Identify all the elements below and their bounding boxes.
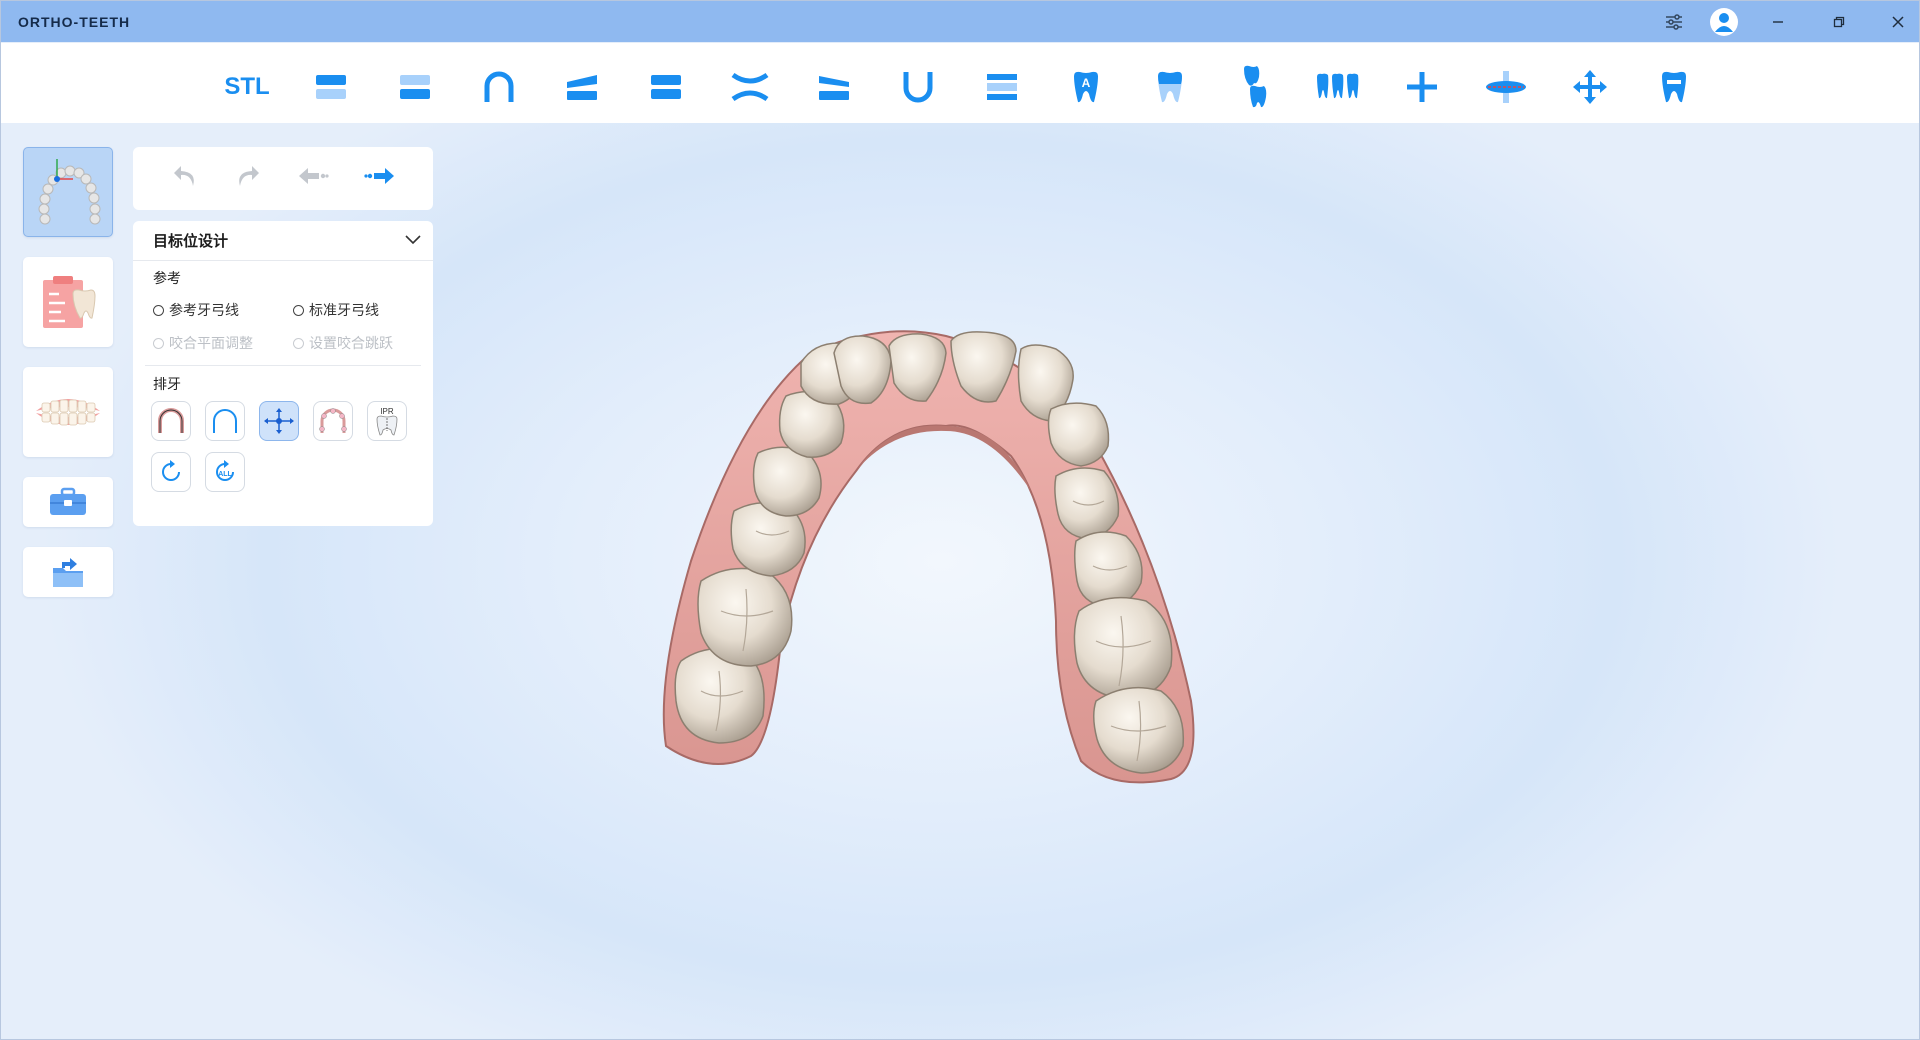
radio-label: 咬合平面调整 <box>169 335 253 351</box>
upper-jaw-icon[interactable] <box>303 63 359 111</box>
treatment-plan-icon <box>43 276 96 328</box>
reset-icon <box>162 460 180 481</box>
radio-circle <box>153 304 164 316</box>
radio-circle <box>153 337 164 349</box>
panel-divider <box>145 365 421 366</box>
tooth-label-icon[interactable]: A <box>1058 63 1114 111</box>
tooth-single-icon[interactable] <box>1646 63 1702 111</box>
settings-icon[interactable] <box>1654 1 1694 42</box>
export-folder-icon <box>53 558 83 587</box>
cut-plane-icon[interactable] <box>1478 63 1534 111</box>
title-bar: ORTHO-TEETH <box>1 1 1919 42</box>
sidebar-item-dentition-view[interactable] <box>23 367 113 457</box>
arrange-move-icon <box>264 408 294 434</box>
minimize-icon[interactable] <box>1758 1 1798 42</box>
radio-label: 设置咬合跳跃 <box>309 335 393 351</box>
app-title: ORTHO-TEETH <box>18 14 131 30</box>
stl-tool[interactable]: STL <box>219 63 275 111</box>
both-jaws-icon[interactable] <box>638 63 694 111</box>
move-icon[interactable] <box>1562 63 1618 111</box>
chevron-down-icon[interactable] <box>405 232 421 250</box>
radio-label: 参考牙弓线 <box>169 302 239 318</box>
radio-occlusal-adjust[interactable]: 咬合平面调整 <box>153 333 253 353</box>
arch-line-button[interactable] <box>205 401 245 441</box>
arch-design-icon <box>38 159 101 225</box>
bite-open-icon[interactable] <box>722 63 778 111</box>
svg-text:IPR: IPR <box>380 407 394 416</box>
ipr-button[interactable]: IPR <box>367 401 407 441</box>
svg-text:ALL: ALL <box>218 471 232 478</box>
step-forward-icon[interactable] <box>363 166 396 191</box>
radio-standard-arch[interactable]: 标准牙弓线 <box>293 300 379 320</box>
arch-curve-icon <box>158 408 184 433</box>
layers-icon[interactable] <box>974 63 1030 111</box>
tooth-roots-icon[interactable] <box>1226 63 1282 111</box>
arch-icon[interactable] <box>471 63 527 111</box>
svg-text:A: A <box>1082 76 1091 90</box>
radio-circle <box>293 304 304 316</box>
occlusal-plane-icon[interactable] <box>554 63 610 111</box>
3d-viewport[interactable] <box>451 123 1919 1039</box>
panel-title: 目标位设计 <box>153 233 229 250</box>
close-icon[interactable] <box>1878 1 1918 42</box>
sidebar-item-arch-design[interactable] <box>23 147 113 237</box>
arch-curve-button[interactable] <box>151 401 191 441</box>
bite-slope-icon[interactable] <box>806 63 862 111</box>
restore-icon[interactable] <box>1819 1 1859 42</box>
ipr-icon: IPR <box>376 407 398 436</box>
undo-icon[interactable] <box>171 162 199 195</box>
history-toolbar <box>133 147 433 210</box>
sidebar-item-treatment-plan[interactable] <box>23 257 113 347</box>
arch-teeth-icon <box>319 408 347 433</box>
step-back-icon[interactable] <box>297 166 329 191</box>
teeth-group-icon[interactable] <box>1310 63 1366 111</box>
user-avatar[interactable] <box>1704 1 1744 42</box>
arch-line-icon <box>213 409 237 433</box>
redo-icon[interactable] <box>234 162 262 195</box>
arrange-move-button[interactable] <box>259 401 299 441</box>
panel-header[interactable]: 目标位设计 <box>133 221 433 261</box>
dentition-icon <box>36 399 100 426</box>
reset-all-icon: ALL <box>216 460 234 481</box>
target-design-panel: 目标位设计 参考 参考牙弓线 标准牙弓线 咬合平面调整 设置咬合跳跃 排牙 <box>133 221 433 526</box>
reset-all-button[interactable]: ALL <box>205 452 245 492</box>
sidebar-item-toolbox[interactable] <box>23 477 113 527</box>
toolbox-icon <box>50 487 86 515</box>
main-toolbar: STL A <box>1 43 1919 123</box>
lower-jaw-icon[interactable] <box>387 63 443 111</box>
reset-rotation-button[interactable] <box>151 452 191 492</box>
radio-circle <box>293 337 304 349</box>
stl-label: STL <box>224 73 270 100</box>
add-icon[interactable] <box>1394 63 1450 111</box>
lower-arch-icon[interactable] <box>890 63 946 111</box>
sidebar-item-export[interactable] <box>23 547 113 597</box>
radio-reference-arch[interactable]: 参考牙弓线 <box>153 300 239 320</box>
tooth-crown-icon[interactable] <box>1142 63 1198 111</box>
arch-teeth-button[interactable] <box>313 401 353 441</box>
reference-section-label: 参考 <box>153 270 181 286</box>
radio-bite-jump[interactable]: 设置咬合跳跃 <box>293 333 393 353</box>
dental-arch-model <box>662 330 1195 784</box>
radio-label: 标准牙弓线 <box>309 302 379 318</box>
arrange-section-label: 排牙 <box>153 376 181 392</box>
